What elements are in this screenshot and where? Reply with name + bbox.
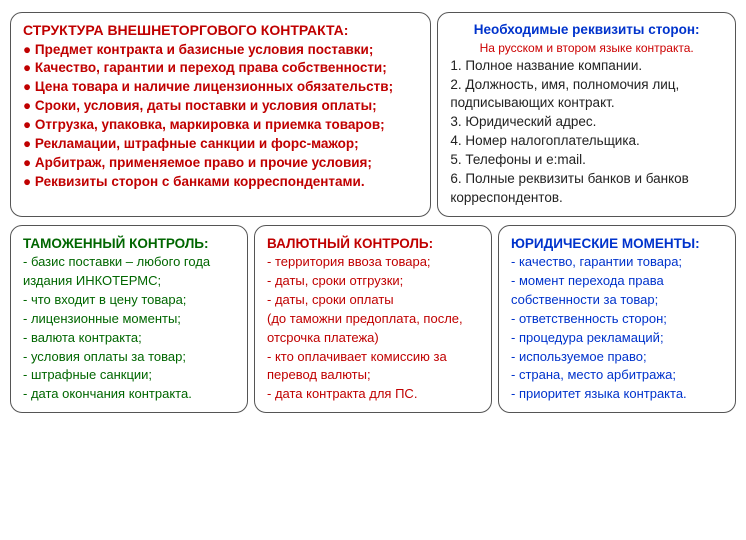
currency-control-box: ВАЛЮТНЫЙ КОНТРОЛЬ: - территория ввоза то… (254, 225, 492, 413)
contract-structure-box: СТРУКТУРА ВНЕШНЕТОРГОВОГО КОНТРАКТА: ● П… (10, 12, 431, 217)
req-item: 1. Полное название компании. (450, 57, 723, 76)
main-item: ● Рекламации, штрафные санкции и форс-ма… (23, 135, 418, 154)
customs-item: - лицензионные моменты; (23, 310, 235, 329)
currency-item: (до таможни предоплата, после, отсрочка … (267, 310, 479, 348)
main-item: ● Качество, гарантии и переход права соб… (23, 59, 418, 78)
legal-item: - момент перехода права собственности за… (511, 272, 723, 310)
main-item: ● Сроки, условия, даты поставки и услови… (23, 97, 418, 116)
currency-title: ВАЛЮТНЫЙ КОНТРОЛЬ: (267, 234, 479, 254)
req-title: Необходимые реквизиты сторон: (450, 21, 723, 40)
main-item: ● Реквизиты сторон с банками корреспонде… (23, 173, 418, 192)
legal-item: - страна, место арбитража; (511, 366, 723, 385)
req-subtitle: На русском и втором языке контракта. (450, 40, 723, 57)
customs-item: - валюта контракта; (23, 329, 235, 348)
req-item: 3. Юридический адрес. (450, 113, 723, 132)
legal-item: - используемое право; (511, 348, 723, 367)
currency-item: - кто оплачивает комиссию за перевод вал… (267, 348, 479, 386)
main-item: ● Арбитраж, применяемое право и прочие у… (23, 154, 418, 173)
main-title: СТРУКТУРА ВНЕШНЕТОРГОВОГО КОНТРАКТА: (23, 21, 418, 41)
main-item: ● Цена товара и наличие лицензионных обя… (23, 78, 418, 97)
legal-moments-box: ЮРИДИЧЕСКИЕ МОМЕНТЫ: - качество, гаранти… (498, 225, 736, 413)
req-item: 2. Должность, имя, полномочия лиц, подпи… (450, 76, 723, 114)
customs-item: - дата окончания контракта. (23, 385, 235, 404)
req-item: 4. Номер налогоплательщика. (450, 132, 723, 151)
customs-item: - штрафные санкции; (23, 366, 235, 385)
legal-item: - процедура рекламаций; (511, 329, 723, 348)
req-item: 5. Телефоны и e:mail. (450, 151, 723, 170)
requisites-box: Необходимые реквизиты сторон: На русском… (437, 12, 736, 217)
req-item: 6. Полные реквизиты банков и банков корр… (450, 170, 723, 208)
currency-item: - территория ввоза товара; (267, 253, 479, 272)
legal-item: - качество, гарантии товара; (511, 253, 723, 272)
legal-item: - приоритет языка контракта. (511, 385, 723, 404)
main-item: ● Предмет контракта и базисные условия п… (23, 41, 418, 60)
customs-item: - базис поставки – любого года издания И… (23, 253, 235, 291)
legal-title: ЮРИДИЧЕСКИЕ МОМЕНТЫ: (511, 234, 723, 254)
customs-title: ТАМОЖЕННЫЙ КОНТРОЛЬ: (23, 234, 235, 254)
main-item: ● Отгрузка, упаковка, маркировка и прием… (23, 116, 418, 135)
currency-item: - дата контракта для ПС. (267, 385, 479, 404)
customs-item: - что входит в цену товара; (23, 291, 235, 310)
legal-item: - ответственность сторон; (511, 310, 723, 329)
currency-item: - даты, сроки оплаты (267, 291, 479, 310)
customs-item: - условия оплаты за товар; (23, 348, 235, 367)
currency-item: - даты, сроки отгрузки; (267, 272, 479, 291)
customs-control-box: ТАМОЖЕННЫЙ КОНТРОЛЬ: - базис поставки – … (10, 225, 248, 413)
